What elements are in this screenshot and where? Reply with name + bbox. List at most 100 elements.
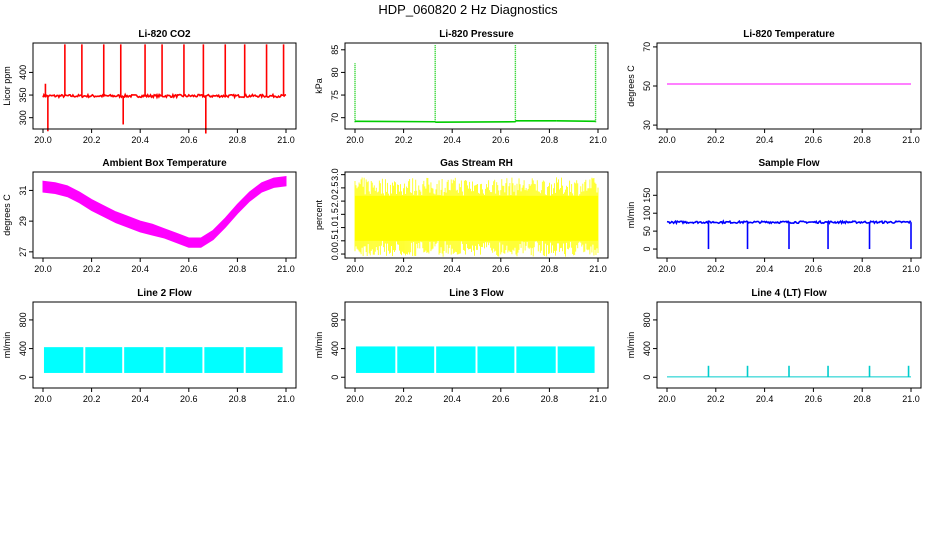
x-axis: 20.0 20.2 20.4 20.6 20.8 21.0	[658, 129, 920, 145]
y-tick-label: 300	[18, 110, 28, 125]
y-tick-label: 0	[642, 375, 652, 380]
x-tick-label: 20.2	[395, 135, 413, 145]
y-axis-label: degrees C	[2, 194, 12, 236]
x-tick-label: 20.2	[395, 394, 413, 404]
y-tick-label: 400	[642, 341, 652, 356]
series-block	[436, 346, 476, 373]
x-tick-label: 20.0	[346, 394, 364, 404]
y-axis-label: ml/min	[626, 202, 636, 229]
x-tick-label: 20.2	[395, 264, 413, 274]
panel-8: Line 3 Flow ml/min 20.0 20.2 20.4 20.6 20.8 21.…	[314, 288, 609, 404]
x-tick-label: 21.0	[902, 135, 920, 145]
x-tick-label: 21.0	[277, 394, 295, 404]
x-tick-label: 20.8	[853, 394, 871, 404]
x-axis: 20.0 20.2 20.4 20.6 20.8 21.0	[34, 129, 295, 145]
x-tick-label: 20.8	[229, 135, 247, 145]
y-axis-label: ml/min	[626, 332, 636, 359]
x-tick-label: 20.6	[492, 135, 510, 145]
x-tick-label: 20.4	[131, 264, 149, 274]
series	[667, 365, 911, 378]
x-tick-label: 20.2	[707, 135, 725, 145]
x-axis: 20.0 20.2 20.4 20.6 20.8 21.0	[346, 258, 607, 274]
x-tick-label: 20.0	[34, 264, 52, 274]
panel-title: Line 3 Flow	[449, 288, 504, 299]
series-band	[42, 176, 287, 248]
y-tick-label: 1.0	[330, 221, 340, 234]
plot-frame	[32, 42, 297, 130]
panel-title: Li-820 Pressure	[439, 29, 514, 40]
y-axis: 300 350 400	[18, 65, 33, 125]
x-tick-label: 20.4	[131, 394, 149, 404]
x-axis: 20.0 20.2 20.4 20.6 20.8 21.0	[346, 388, 607, 404]
x-tick-label: 20.4	[756, 394, 774, 404]
y-tick-label: 50	[642, 226, 652, 236]
panel-7: Line 2 Flow ml/min 20.0 20.2 20.4 20.6 20.8 21.…	[2, 288, 297, 404]
series-block	[165, 347, 203, 373]
x-tick-label: 20.6	[492, 394, 510, 404]
y-tick-label: 1.5	[330, 208, 340, 221]
series	[355, 346, 595, 373]
x-tick-label: 21.0	[902, 264, 920, 274]
x-tick-label: 20.8	[229, 264, 247, 274]
series-block	[85, 347, 123, 373]
y-axis: 70 75 80 85	[330, 45, 345, 123]
series	[43, 347, 283, 373]
x-tick-label: 20.4	[756, 135, 774, 145]
x-tick-label: 20.6	[492, 264, 510, 274]
panel-title: Ambient Box Temperature	[102, 158, 227, 169]
panel-4: Ambient Box Temperature degrees C 20.0 20.2…	[2, 158, 297, 274]
y-axis-label: Licor ppm	[2, 66, 12, 106]
panel-title: Line 2 Flow	[137, 288, 192, 299]
x-axis: 20.0 20.2 20.4 20.6 20.8 21.0	[658, 388, 920, 404]
y-tick-label: 30	[642, 120, 652, 130]
plot-frame	[656, 42, 922, 130]
x-tick-label: 20.4	[443, 135, 461, 145]
y-axis-label: percent	[314, 199, 324, 230]
plot-frame	[344, 171, 609, 259]
series-block	[204, 347, 244, 373]
x-tick-label: 20.4	[756, 264, 774, 274]
plot-frame	[344, 42, 609, 130]
x-tick-label: 20.8	[853, 264, 871, 274]
y-axis: 30 50 70	[642, 42, 657, 130]
y-axis: 0 400 800	[642, 312, 657, 380]
series-block	[124, 347, 164, 373]
series	[354, 177, 599, 257]
figure-title: HDP_060820 2 Hz Diagnostics	[378, 2, 558, 17]
x-tick-label: 20.4	[443, 264, 461, 274]
y-axis: 0.00.51.01.52.02.53.0	[330, 168, 345, 260]
x-tick-label: 20.8	[541, 135, 559, 145]
x-tick-label: 20.2	[707, 264, 725, 274]
series-block	[43, 347, 84, 373]
panel-title: Gas Stream RH	[440, 158, 513, 169]
y-tick-label: 3.0	[330, 168, 340, 181]
y-tick-label: 29	[18, 216, 28, 226]
series-block	[516, 346, 556, 373]
series-line	[42, 92, 287, 100]
panel-title: Li-820 Temperature	[743, 29, 835, 40]
x-tick-label: 20.2	[83, 264, 101, 274]
x-tick-label: 20.0	[658, 394, 676, 404]
x-axis: 20.0 20.2 20.4 20.6 20.8 21.0	[34, 388, 295, 404]
y-tick-label: 75	[330, 90, 340, 100]
x-tick-label: 21.0	[277, 135, 295, 145]
x-tick-label: 20.6	[805, 135, 823, 145]
x-axis: 20.0 20.2 20.4 20.6 20.8 21.0	[34, 258, 295, 274]
x-tick-label: 20.8	[541, 264, 559, 274]
x-tick-label: 20.0	[658, 135, 676, 145]
panel-5: Gas Stream RH percent 20.0 20.2 20.4 20.6 20.8…	[314, 158, 609, 274]
x-tick-label: 20.8	[541, 394, 559, 404]
x-tick-label: 21.0	[589, 264, 607, 274]
x-tick-label: 20.0	[346, 264, 364, 274]
y-tick-label: 800	[642, 312, 652, 327]
y-tick-label: 50	[642, 81, 652, 91]
x-tick-label: 20.4	[131, 135, 149, 145]
y-tick-label: 0.0	[330, 248, 340, 261]
x-tick-label: 21.0	[902, 394, 920, 404]
x-tick-label: 20.6	[180, 394, 198, 404]
x-tick-label: 20.0	[346, 135, 364, 145]
y-axis: 27 29 31	[18, 185, 33, 257]
x-tick-label: 20.8	[229, 394, 247, 404]
